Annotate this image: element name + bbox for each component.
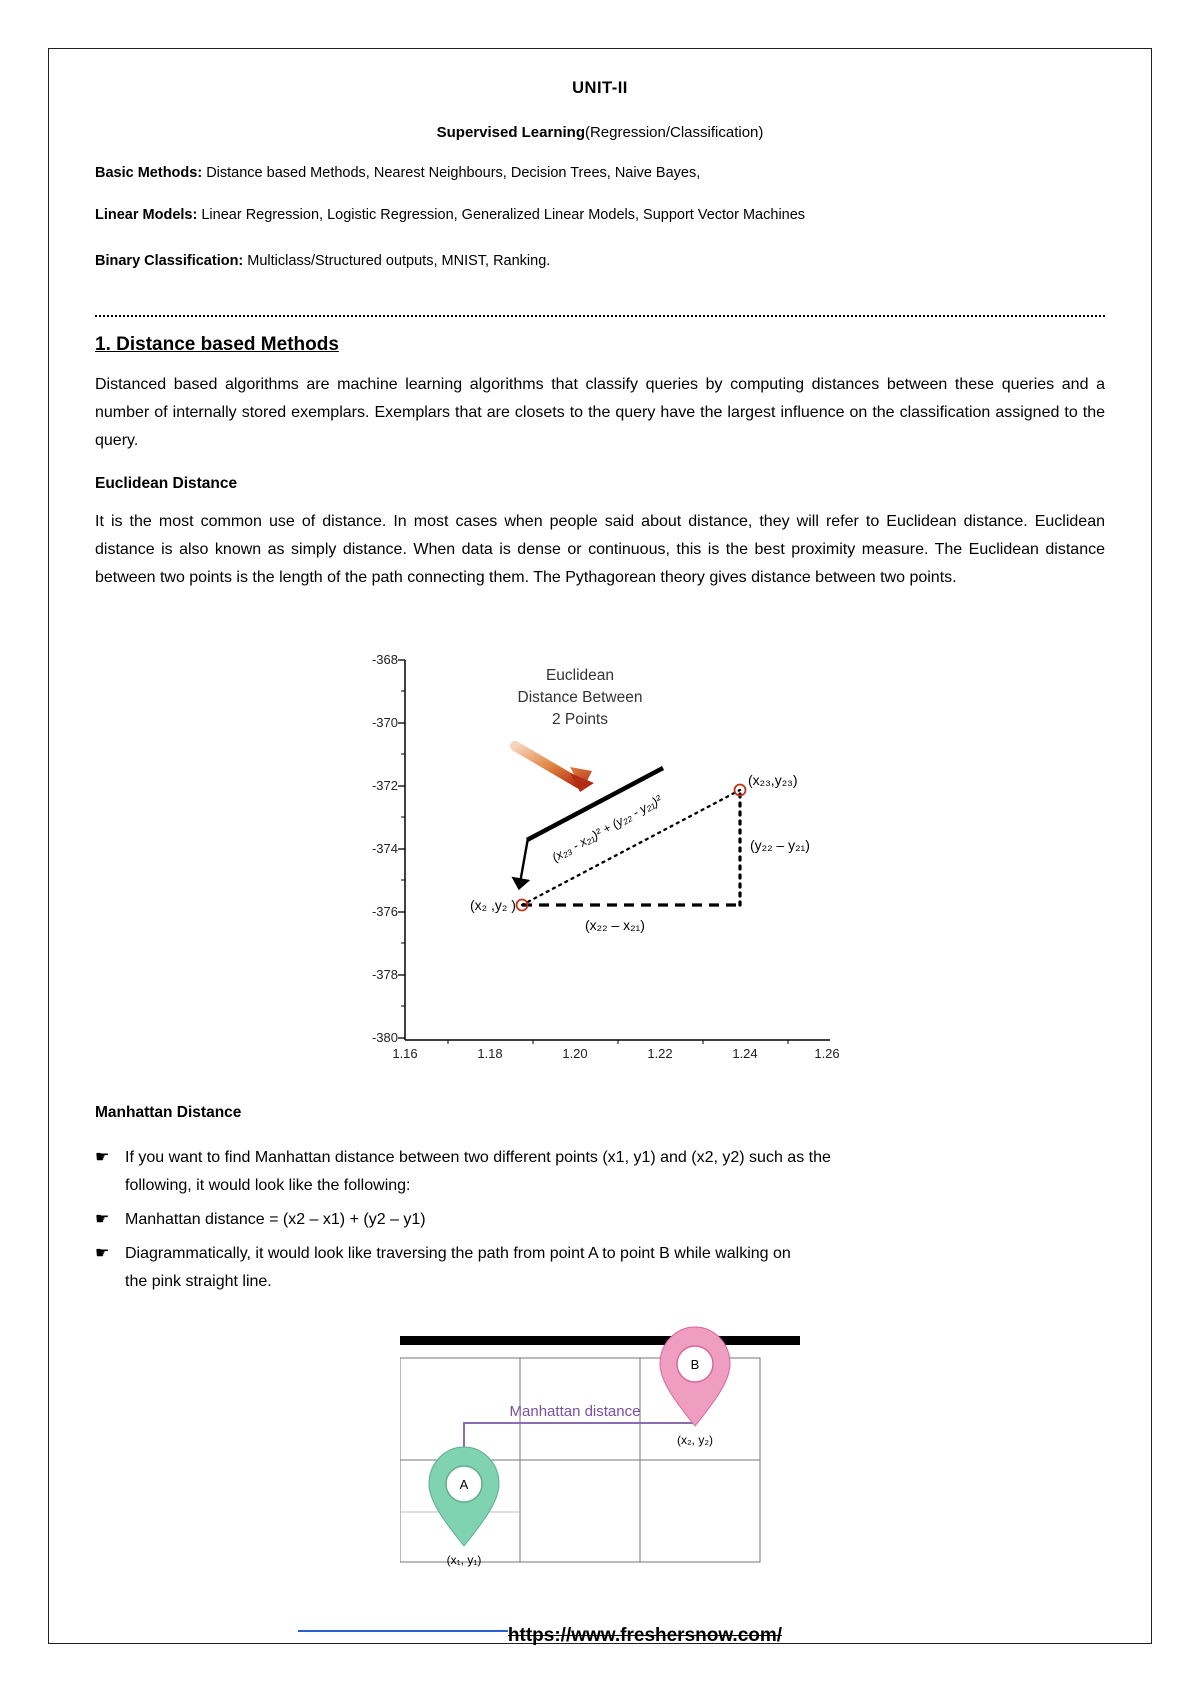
svg-text:B: B (691, 1357, 700, 1372)
svg-text:1.16: 1.16 (392, 1046, 417, 1061)
svg-text:Manhattan distance: Manhattan distance (510, 1403, 641, 1420)
svg-text:1.20: 1.20 (562, 1046, 587, 1061)
svg-text:Euclidean: Euclidean (546, 667, 614, 684)
svg-text:1.22: 1.22 (647, 1046, 672, 1061)
svg-text:(x₂, y₂): (x₂, y₂) (677, 1433, 713, 1447)
svg-text:-374: -374 (372, 841, 398, 856)
svg-text:-378: -378 (372, 967, 398, 982)
svg-text:1.26: 1.26 (814, 1046, 839, 1061)
svg-text:-376: -376 (372, 904, 398, 919)
svg-text:(x₂ ,y₂ ): (x₂ ,y₂ ) (470, 897, 516, 913)
svg-text:Distance Between: Distance Between (518, 689, 643, 706)
svg-text:-370: -370 (372, 715, 398, 730)
svg-text:(y₂₂ – y₂₁): (y₂₂ – y₂₁) (750, 837, 810, 853)
svg-text:(x₂₃,y₂₃): (x₂₃,y₂₃) (748, 772, 798, 788)
svg-text:1.18: 1.18 (477, 1046, 502, 1061)
svg-text:A: A (460, 1477, 469, 1492)
svg-text:1.24: 1.24 (732, 1046, 757, 1061)
svg-text:2 Points: 2 Points (552, 711, 608, 728)
svg-text:-372: -372 (372, 778, 398, 793)
svg-text:(x₁, y₁): (x₁, y₁) (447, 1553, 482, 1567)
svg-text:-380: -380 (372, 1030, 398, 1045)
svg-text:-368: -368 (372, 652, 398, 667)
svg-text:(x₂₃ - x₂₁)² + (y₂₂ - y₂₁)²: (x₂₃ - x₂₁)² + (y₂₂ - y₂₁)² (550, 792, 665, 864)
svg-text:(x₂₂ – x₂₁): (x₂₂ – x₂₁) (585, 917, 645, 933)
